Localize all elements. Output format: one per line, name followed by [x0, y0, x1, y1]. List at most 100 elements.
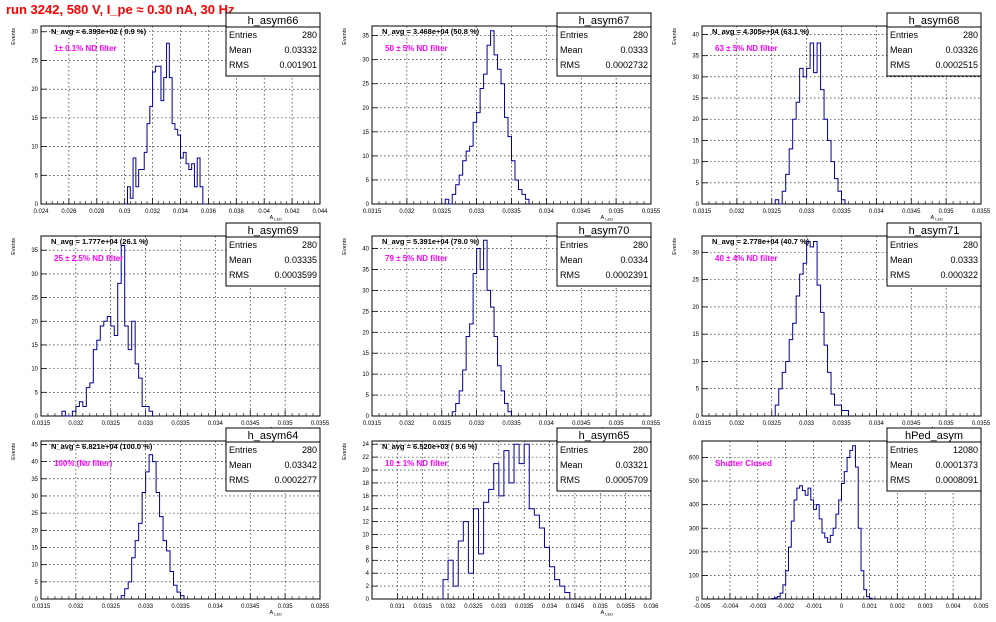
y-tick-label: 5: [696, 387, 700, 393]
y-tick-label: 30: [31, 30, 38, 36]
x-tick-label: 0.002: [890, 604, 906, 610]
stats-value-mean: 0.03335: [284, 255, 317, 265]
x-tick-label: 0.0335: [502, 209, 521, 215]
navg-label: N_avg = 3.468e+04 (50.8 %): [382, 27, 480, 36]
x-tick-label: 0.0335: [171, 421, 190, 427]
x-tick-label: 0.035: [278, 421, 294, 427]
x-axis-label-main: A: [270, 610, 274, 616]
y-tick-label: 10: [31, 563, 38, 569]
stats-label-entries: Entries: [890, 445, 919, 455]
stats-value-entries: 12080: [953, 445, 978, 455]
y-tick-label: 5: [366, 178, 370, 184]
x-tick-label: 0.0325: [763, 209, 782, 215]
y-tick-label: 0: [366, 414, 370, 420]
stats-value-mean: 0.03342: [284, 460, 317, 470]
stats-label-rms: RMS: [229, 60, 249, 70]
y-tick-label: 10: [362, 533, 369, 539]
y-tick-label: 0: [35, 414, 39, 420]
x-axis-label: ALED: [601, 610, 614, 617]
x-tick-label: 0.0355: [642, 421, 661, 427]
histogram-panel-h_asym67: 0.0315 0.032 0.0325 0.033 0.0335 0.034 0.0345 0…: [342, 12, 661, 222]
histogram-panel-h_asym71: 0.0315 0.032 0.0325 0.033 0.0335 0.034 0.0345 0…: [672, 222, 991, 434]
x-tick-label: 0.0315: [693, 209, 712, 215]
stats-label-mean: Mean: [560, 255, 583, 265]
histogram-name: h_asym64: [248, 430, 299, 442]
x-tick-label: 0.0335: [832, 421, 851, 427]
y-tick-label: 10: [692, 359, 699, 365]
y-tick-label: 14: [362, 507, 369, 513]
x-tick-label: 0.0315: [363, 209, 382, 215]
y-tick-label: 0: [696, 597, 700, 603]
stats-box: [225, 441, 321, 492]
x-tick-label: 0.0335: [515, 604, 534, 610]
stats-value-mean: 0.0334: [620, 255, 648, 265]
histogram-panel-h_asym65: 0.031 0.0315 0.032 0.0325 0.033 0.0335 0.034 0.…: [342, 427, 659, 617]
y-tick-label: 5: [35, 390, 39, 396]
x-tick-label: 0.0325: [433, 209, 452, 215]
histogram-series: [120, 454, 185, 599]
y-axis-label: Events: [342, 28, 348, 45]
stats-value-entries: 280: [302, 240, 317, 250]
stats-value-mean: 0.03326: [945, 45, 978, 55]
x-tick-label: 0.034: [208, 604, 224, 610]
histogram-series: [124, 42, 206, 205]
y-tick-label: 25: [31, 58, 38, 64]
x-tick-label: 0.034: [173, 209, 189, 215]
stats-value-entries: 280: [963, 240, 978, 250]
stats-value-entries: 280: [302, 445, 317, 455]
y-tick-label: 16: [362, 494, 369, 500]
stats-box: [556, 26, 652, 77]
x-tick-label: -0.005: [693, 604, 711, 610]
stats-value-mean: 0.0333: [620, 45, 648, 55]
y-tick-label: 25: [31, 511, 38, 517]
x-tick-label: 0.03: [119, 209, 131, 215]
x-tick-label: 0.035: [593, 604, 609, 610]
stats-label-mean: Mean: [229, 45, 252, 55]
filter-annotation: 50 ± 5% ND filter: [385, 44, 448, 53]
filter-annotation: 79 ± 5% ND filter: [385, 254, 448, 263]
y-axis-label: Events: [672, 238, 678, 255]
y-tick-label: 10: [31, 367, 38, 373]
x-tick-label: 0.033: [469, 421, 485, 427]
stats-label-entries: Entries: [890, 240, 919, 250]
x-tick-label: 0.032: [729, 421, 745, 427]
y-tick-label: 30: [692, 75, 699, 81]
stats-box: [886, 26, 982, 77]
y-tick-label: 15: [692, 138, 699, 144]
x-tick-label: 0.032: [729, 209, 745, 215]
y-tick-label: 40: [692, 32, 699, 38]
x-tick-label: 0.0325: [433, 421, 452, 427]
y-tick-label: 600: [689, 456, 700, 462]
x-tick-label: 0.033: [469, 209, 485, 215]
navg-label: N_avg = 4.305e+04 (63.1 %): [712, 27, 810, 36]
y-tick-label: 500: [689, 479, 700, 485]
navg-label: N_avg = 6.393e+02 ( 0.9 %): [51, 27, 147, 36]
stats-label-entries: Entries: [560, 30, 589, 40]
x-tick-label: 0.032: [145, 209, 161, 215]
histogram-panel-h_asym64: 0.0315 0.032 0.0325 0.033 0.0335 0.034 0.0345 0…: [11, 427, 330, 617]
stats-value-mean: 0.03321: [615, 460, 648, 470]
x-tick-label: 0.0345: [902, 209, 921, 215]
stats-value-mean: 0.03332: [284, 45, 317, 55]
stats-box: [225, 236, 321, 287]
x-tick-label: 0.0315: [363, 421, 382, 427]
histogram-name: h_asym68: [909, 15, 960, 27]
stats-value-rms: 0.001901: [279, 60, 317, 70]
stats-box: [886, 441, 982, 492]
x-tick-label: 0.033: [138, 421, 154, 427]
filter-annotation: 40 ± 4% ND filter: [715, 254, 778, 263]
y-tick-label: 0: [366, 597, 370, 603]
y-tick-label: 0: [35, 597, 39, 603]
histogram-series: [451, 239, 512, 416]
y-tick-label: 4: [366, 571, 370, 577]
histogram-series: [774, 240, 849, 416]
x-tick-label: 0.031: [390, 604, 406, 610]
x-tick-label: 0.034: [869, 421, 885, 427]
x-axis-label: ALED: [601, 215, 614, 222]
stats-value-rms: 0.0002732: [605, 60, 648, 70]
x-tick-label: 0.0335: [832, 209, 851, 215]
y-tick-label: 0: [366, 202, 370, 208]
y-tick-label: 25: [362, 309, 369, 315]
x-tick-label: -0.004: [721, 604, 739, 610]
